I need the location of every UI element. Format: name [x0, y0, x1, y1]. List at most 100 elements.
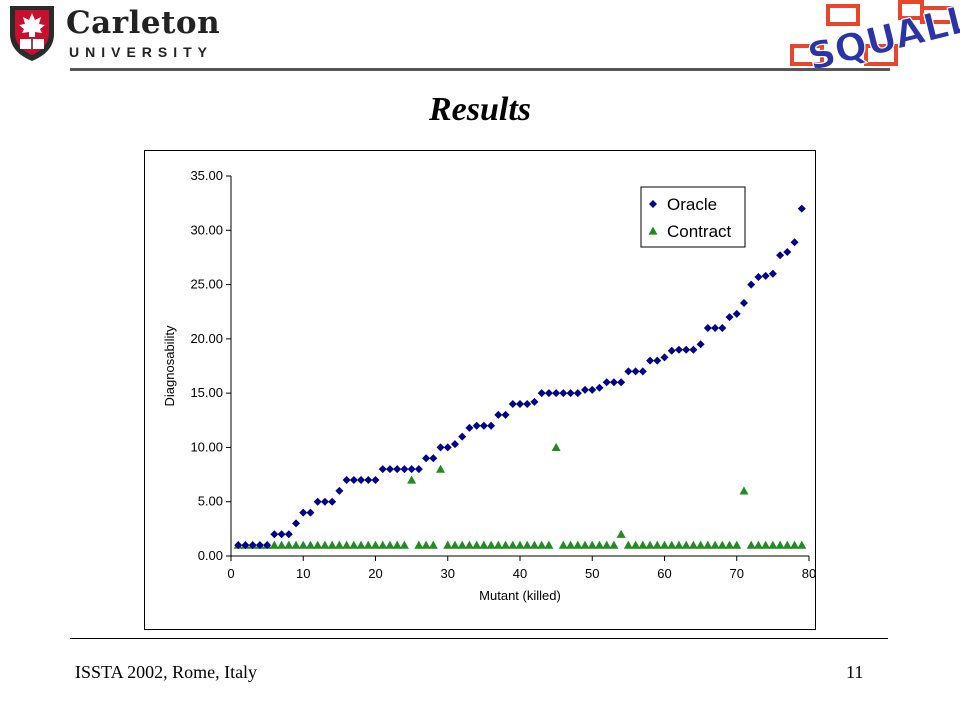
contract-point [414, 540, 424, 549]
oracle-point [783, 248, 792, 256]
contract-point [558, 540, 568, 549]
header-divider [70, 68, 890, 71]
contract-point [696, 540, 706, 549]
contract-point [725, 540, 735, 549]
logo-name: Carleton [66, 5, 221, 41]
x-tick-label: 10 [296, 566, 310, 581]
contract-point [327, 540, 337, 549]
oracle-point [436, 443, 445, 452]
y-tick-label: 15.00 [190, 385, 223, 400]
contract-point [486, 540, 496, 549]
x-tick-label: 40 [513, 566, 527, 581]
contract-point [443, 540, 453, 549]
oracle-point [689, 345, 698, 354]
carleton-logo: Carleton UNIVERSITY [6, 4, 220, 64]
oracle-point [703, 324, 712, 332]
contract-point [703, 540, 713, 549]
contract-point [399, 540, 409, 549]
slide-title: Results [428, 91, 532, 128]
oracle-point [328, 497, 337, 506]
oracle-point [696, 340, 705, 349]
oracle-point [284, 530, 293, 539]
oracle-point [508, 400, 517, 408]
oracle-point [573, 389, 582, 398]
contract-point [645, 540, 655, 549]
contract-point [580, 540, 590, 549]
contract-point [529, 540, 539, 549]
contract-point [493, 540, 503, 549]
contract-point [660, 540, 669, 549]
oracle-point [790, 238, 799, 247]
oracle-point [299, 508, 308, 517]
shield-icon [10, 6, 54, 61]
oracle-point [479, 421, 488, 430]
contract-point [616, 529, 626, 538]
x-tick-label: 20 [368, 566, 382, 581]
contract-point [761, 540, 771, 549]
contract-point [753, 540, 763, 549]
footer-divider [70, 638, 888, 639]
oracle-point [393, 465, 402, 474]
oracle-point [487, 421, 496, 430]
contract-point [790, 540, 800, 549]
contract-point [378, 540, 388, 549]
oracle-point [566, 389, 575, 398]
oracle-point [523, 400, 532, 408]
oracle-point [450, 440, 459, 449]
contract-point [450, 540, 460, 549]
contract-point [667, 540, 677, 549]
oracle-point [653, 356, 662, 365]
contract-point [594, 540, 604, 549]
oracle-point [674, 345, 683, 354]
x-axis-label: Mutant (killed) [479, 588, 561, 603]
contract-point [631, 540, 641, 549]
oracle-point [306, 508, 315, 517]
contract-point [623, 540, 633, 549]
contract-point [508, 540, 518, 549]
contract-point [313, 540, 323, 549]
oracle-point [349, 476, 358, 484]
x-tick-label: 60 [657, 566, 671, 581]
contract-point [710, 540, 720, 549]
legend-oracle-marker [649, 200, 657, 208]
contract-point [602, 540, 612, 549]
legend-contract-marker [648, 226, 658, 235]
contract-point [681, 540, 691, 549]
oracle-point [400, 465, 409, 474]
contract-point [457, 540, 467, 549]
contract-point [371, 540, 380, 549]
x-tick-label: 80 [802, 566, 816, 581]
oracle-point [646, 356, 655, 365]
contract-point [522, 540, 532, 549]
oracle-point [617, 378, 626, 387]
oracle-point [443, 443, 452, 452]
oracle-point [667, 346, 676, 355]
oracle-point [595, 383, 604, 392]
oracle-point [313, 497, 322, 506]
oracle-point [747, 280, 756, 289]
x-tick-label: 30 [441, 566, 455, 581]
y-tick-label: 25.00 [190, 277, 223, 292]
contract-point [688, 540, 698, 549]
contract-point [305, 540, 315, 549]
oracle-point [711, 324, 720, 332]
oracle-point [638, 367, 647, 376]
oracle-point [797, 204, 806, 213]
contract-point [797, 540, 807, 549]
oracle-point [559, 389, 568, 398]
oracle-point [552, 389, 561, 398]
contract-point [269, 540, 279, 549]
y-tick-label: 20.00 [190, 331, 223, 346]
footer-venue: ISSTA 2002, Rome, Italy [75, 662, 258, 682]
contract-point [551, 442, 561, 452]
contract-point [587, 540, 597, 549]
contract-point [609, 540, 619, 549]
contract-point [537, 540, 547, 549]
oracle-point [429, 454, 438, 463]
x-tick-label: 70 [730, 566, 744, 581]
y-tick-label: 0.00 [198, 548, 223, 563]
contract-point [515, 540, 525, 549]
y-tick-label: 30.00 [190, 222, 223, 237]
contract-point [544, 540, 554, 549]
contract-point [573, 540, 583, 549]
